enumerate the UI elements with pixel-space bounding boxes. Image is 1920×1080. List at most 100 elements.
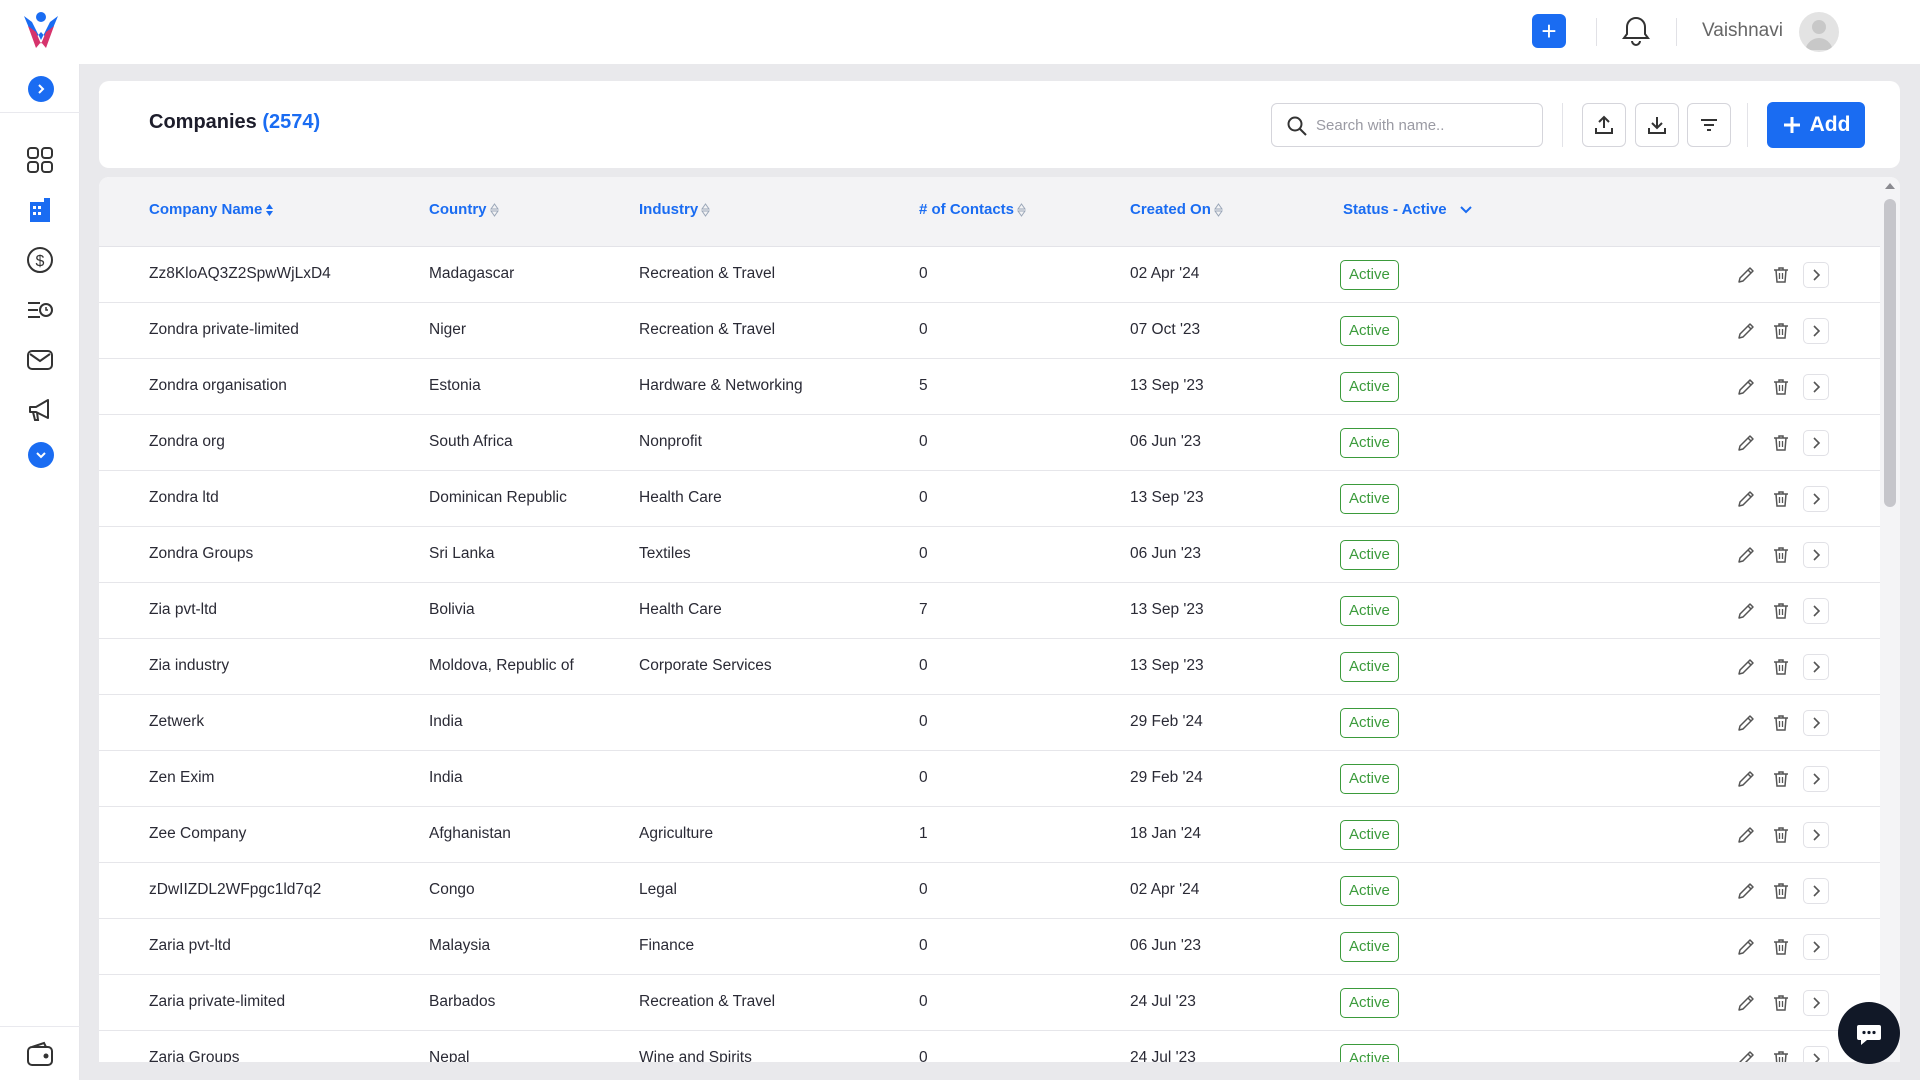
edit-button[interactable]: [1733, 766, 1759, 792]
table-row[interactable]: Zia industry Moldova, Republic of Corporat…: [99, 639, 1880, 695]
status-filter-dropdown[interactable]: Status - Active: [1343, 201, 1474, 218]
view-details-button[interactable]: [1803, 486, 1829, 512]
view-details-button[interactable]: [1803, 878, 1829, 904]
cell-name[interactable]: Zaria Groups: [149, 1049, 240, 1062]
cell-name[interactable]: Zaria pvt-ltd: [149, 937, 231, 954]
edit-button[interactable]: [1733, 486, 1759, 512]
sidebar-expand-button[interactable]: [28, 76, 54, 102]
view-details-button[interactable]: [1803, 374, 1829, 400]
cell-name[interactable]: Zondra org: [149, 433, 225, 450]
avatar[interactable]: [1799, 12, 1839, 52]
table-row[interactable]: Zondra Groups Sri Lanka Textiles 0 06 Jun '2…: [99, 527, 1880, 583]
table-row[interactable]: Zz8KloAQ3Z2SpwWjLxD4 Madagascar Recreation…: [99, 247, 1880, 303]
view-details-button[interactable]: [1803, 598, 1829, 624]
delete-button[interactable]: [1768, 1046, 1794, 1062]
edit-button[interactable]: [1733, 542, 1759, 568]
view-details-button[interactable]: [1803, 654, 1829, 680]
view-details-button[interactable]: [1803, 822, 1829, 848]
column-contacts[interactable]: # of Contacts: [919, 201, 1026, 218]
sidebar-item-companies[interactable]: [24, 194, 56, 226]
edit-button[interactable]: [1733, 822, 1759, 848]
delete-button[interactable]: [1768, 990, 1794, 1016]
upload-button[interactable]: [1582, 103, 1626, 147]
delete-button[interactable]: [1768, 430, 1794, 456]
table-row[interactable]: Zen Exim India 0 29 Feb '24 Active: [99, 751, 1880, 807]
view-details-button[interactable]: [1803, 710, 1829, 736]
delete-button[interactable]: [1768, 934, 1794, 960]
scroll-up-arrow[interactable]: [1885, 183, 1895, 189]
view-details-button[interactable]: [1803, 318, 1829, 344]
cell-name[interactable]: Zondra organisation: [149, 377, 287, 394]
table-row[interactable]: Zaria Groups Nepal Wine and Spirits 0 24 Jul…: [99, 1031, 1880, 1062]
view-details-button[interactable]: [1803, 766, 1829, 792]
sidebar-item-wallet[interactable]: [24, 1038, 56, 1070]
table-row[interactable]: Zetwerk India 0 29 Feb '24 Active: [99, 695, 1880, 751]
delete-button[interactable]: [1768, 710, 1794, 736]
table-row[interactable]: Zondra private-limited Niger Recreation & …: [99, 303, 1880, 359]
edit-button[interactable]: [1733, 262, 1759, 288]
edit-button[interactable]: [1733, 878, 1759, 904]
view-details-button[interactable]: [1803, 430, 1829, 456]
filter-button[interactable]: [1687, 103, 1731, 147]
download-button[interactable]: [1635, 103, 1679, 147]
edit-button[interactable]: [1733, 1046, 1759, 1062]
delete-button[interactable]: [1768, 766, 1794, 792]
edit-button[interactable]: [1733, 934, 1759, 960]
cell-name[interactable]: Zen Exim: [149, 769, 215, 786]
cell-name[interactable]: Zia industry: [149, 657, 230, 674]
add-company-button[interactable]: Add: [1767, 102, 1865, 148]
table-row[interactable]: Zondra ltd Dominican Republic Health Care 0…: [99, 471, 1880, 527]
edit-button[interactable]: [1733, 710, 1759, 736]
delete-button[interactable]: [1768, 654, 1794, 680]
column-industry[interactable]: Industry: [639, 201, 711, 218]
table-row[interactable]: Zaria private-limited Barbados Recreation …: [99, 975, 1880, 1031]
table-row[interactable]: Zia pvt-ltd Bolivia Health Care 7 13 Sep '23…: [99, 583, 1880, 639]
column-created-on[interactable]: Created On: [1130, 201, 1223, 218]
table-row[interactable]: zDwIIZDL2WFpgc1ld7q2 Congo Legal 0 02 Apr '2…: [99, 863, 1880, 919]
delete-button[interactable]: [1768, 598, 1794, 624]
edit-button[interactable]: [1733, 598, 1759, 624]
view-details-button[interactable]: [1803, 990, 1829, 1016]
cell-name[interactable]: Zz8KloAQ3Z2SpwWjLxD4: [149, 265, 331, 282]
cell-name[interactable]: Zia pvt-ltd: [149, 601, 218, 618]
sidebar-item-tasks[interactable]: [24, 294, 56, 326]
column-country[interactable]: Country: [429, 201, 499, 218]
user-name[interactable]: Vaishnavi: [1702, 20, 1783, 41]
table-row[interactable]: Zee Company Afghanistan Agriculture 1 18 Jan…: [99, 807, 1880, 863]
bell-icon[interactable]: [1620, 14, 1652, 48]
cell-name[interactable]: Zaria private-limited: [149, 993, 286, 1010]
view-details-button[interactable]: [1803, 1046, 1829, 1062]
edit-button[interactable]: [1733, 990, 1759, 1016]
cell-name[interactable]: Zee Company: [149, 825, 247, 842]
delete-button[interactable]: [1768, 486, 1794, 512]
quick-add-button[interactable]: +: [1532, 14, 1566, 48]
app-logo[interactable]: [20, 10, 62, 52]
table-row[interactable]: Zondra organisation Estonia Hardware & Net…: [99, 359, 1880, 415]
sidebar-item-deals[interactable]: $: [24, 244, 56, 276]
edit-button[interactable]: [1733, 654, 1759, 680]
view-details-button[interactable]: [1803, 934, 1829, 960]
delete-button[interactable]: [1768, 318, 1794, 344]
delete-button[interactable]: [1768, 262, 1794, 288]
scrollbar-thumb[interactable]: [1884, 199, 1896, 507]
edit-button[interactable]: [1733, 430, 1759, 456]
sidebar-item-dashboard[interactable]: [24, 144, 56, 176]
view-details-button[interactable]: [1803, 262, 1829, 288]
delete-button[interactable]: [1768, 374, 1794, 400]
vertical-scrollbar[interactable]: [1880, 177, 1900, 1062]
delete-button[interactable]: [1768, 878, 1794, 904]
search-input[interactable]: [1316, 114, 1531, 136]
sidebar-more-button[interactable]: [28, 442, 54, 468]
cell-name[interactable]: Zetwerk: [149, 713, 205, 730]
column-company-name[interactable]: Company Name: [149, 201, 274, 218]
cell-name[interactable]: Zondra ltd: [149, 489, 219, 506]
delete-button[interactable]: [1768, 542, 1794, 568]
table-row[interactable]: Zaria pvt-ltd Malaysia Finance 0 06 Jun '23 A…: [99, 919, 1880, 975]
delete-button[interactable]: [1768, 822, 1794, 848]
chat-button[interactable]: [1838, 1002, 1900, 1064]
view-details-button[interactable]: [1803, 542, 1829, 568]
edit-button[interactable]: [1733, 374, 1759, 400]
sidebar-item-campaigns[interactable]: [24, 394, 56, 426]
cell-name[interactable]: zDwIIZDL2WFpgc1ld7q2: [149, 881, 322, 898]
cell-name[interactable]: Zondra Groups: [149, 545, 254, 562]
